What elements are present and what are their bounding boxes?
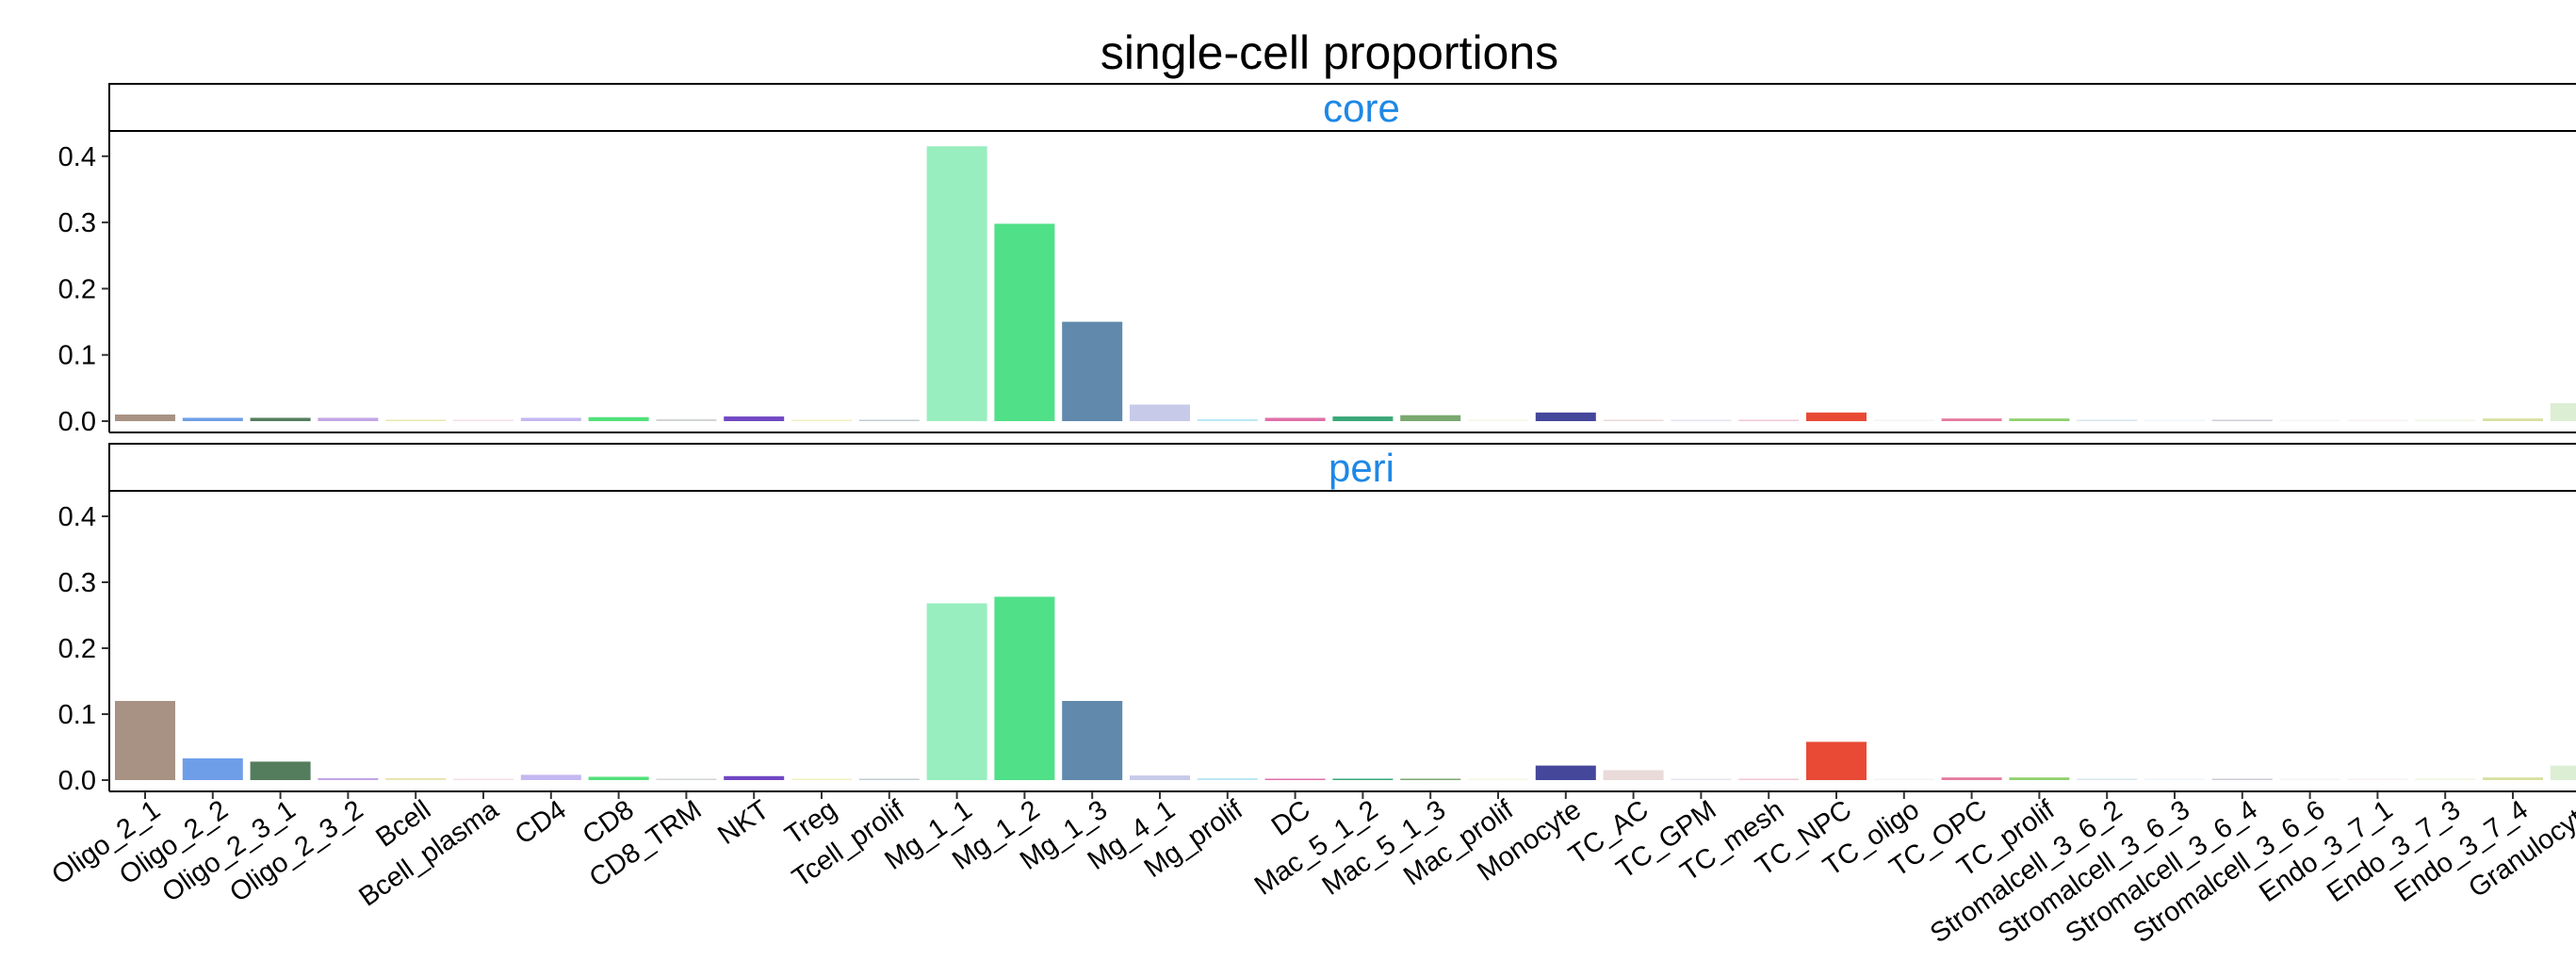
bar-peri-Treg — [791, 778, 852, 780]
bar-core-TC_mesh — [1738, 419, 1800, 421]
y-tick-label: 0.1 — [58, 700, 96, 730]
bar-core-Oligo_2_3_2 — [318, 417, 379, 421]
bar-peri-Oligo_2_1 — [115, 701, 175, 780]
bar-core-TC_NPC — [1806, 412, 1867, 421]
y-tick-label: 0.2 — [58, 274, 96, 304]
bar-peri-NKT — [724, 775, 785, 780]
bar-peri-Bcell_plasma — [453, 778, 514, 780]
bar-core-Mg_1_3 — [1062, 321, 1123, 421]
bar-core-NKT — [724, 416, 785, 421]
bar-peri-Mg_1_2 — [994, 596, 1055, 780]
bar-core-Oligo_2_2 — [182, 417, 243, 421]
y-tick-label: 0.2 — [58, 634, 96, 664]
bar-core-Mg_1_2 — [994, 223, 1055, 421]
bar-core-CD4 — [520, 417, 581, 421]
bar-peri-TC_NPC — [1806, 741, 1867, 780]
bar-core-Monocyte — [1535, 412, 1596, 421]
bar-core-Granulocyte — [2550, 403, 2576, 421]
bar-peri-Granulocyte — [2550, 765, 2576, 780]
bar-peri-TC_GPM — [1671, 778, 1732, 780]
bar-peri-Stromalcell_3_6_6 — [2279, 778, 2340, 780]
bar-core-Endo_3_7_3 — [2415, 419, 2476, 421]
bar-peri-TC_prolif — [2009, 777, 2070, 780]
bar-core-Stromalcell_3_6_6 — [2279, 419, 2340, 421]
bar-peri-TC_AC — [1603, 770, 1664, 780]
y-tick-label: 0.1 — [58, 341, 96, 371]
bar-peri-Stromalcell_3_6_3 — [2144, 778, 2205, 780]
bar-peri-Mac_5_1_2 — [1332, 778, 1394, 780]
bar-peri-Endo_3_7_3 — [2415, 778, 2476, 780]
bar-core-Mg_4_1 — [1130, 404, 1190, 421]
bar-peri-Mac_5_1_3 — [1400, 778, 1461, 780]
bar-peri-Endo_3_7_4 — [2483, 777, 2543, 780]
y-tick-label: 0.0 — [58, 766, 96, 796]
bar-core-Mg_prolif — [1197, 418, 1258, 421]
bar-peri-TC_oligo — [1873, 778, 1934, 780]
bar-core-Bcell — [385, 419, 447, 421]
bar-core-Endo_3_7_4 — [2483, 418, 2543, 421]
facet-panel-core: core 0.0 0.1 0.2 0.3 0.4 — [58, 83, 2576, 437]
chart-title: single-cell proportions — [1101, 26, 1558, 79]
bar-peri-CD8_TRM — [656, 778, 717, 780]
x-tick-label: CD4 — [510, 795, 572, 851]
y-tick-label: 0.4 — [58, 142, 96, 172]
bar-core-Stromalcell_3_6_3 — [2144, 419, 2205, 421]
bar-peri-Mg_4_1 — [1130, 775, 1190, 780]
bar-core-Mac_5_1_2 — [1332, 416, 1394, 421]
bar-peri-Oligo_2_3_1 — [250, 761, 311, 780]
bar-peri-Mac_prolif — [1468, 778, 1528, 780]
facet-strip — [108, 443, 2576, 492]
bar-core-TC_AC — [1603, 419, 1664, 421]
bar-peri-Tcell_prolif — [858, 778, 920, 780]
bar-core-Stromalcell_3_6_4 — [2211, 419, 2273, 421]
bar-peri-TC_mesh — [1738, 778, 1800, 780]
bar-peri-CD4 — [520, 774, 581, 780]
bar-peri-Bcell — [385, 777, 447, 780]
facet-strip-label: core — [1323, 86, 1400, 130]
y-tick-label: 0.3 — [58, 208, 96, 238]
bar-core-Treg — [791, 419, 852, 421]
bar-core-TC_oligo — [1873, 419, 1934, 421]
bar-core-Oligo_2_1 — [115, 414, 175, 421]
bar-peri-Stromalcell_3_6_2 — [2077, 778, 2138, 780]
bar-core-Stromalcell_3_6_2 — [2077, 419, 2138, 421]
bar-peri-DC — [1264, 778, 1326, 780]
bar-core-Mac_prolif — [1468, 419, 1528, 421]
bar-core-DC — [1264, 417, 1326, 421]
bar-core-CD8_TRM — [656, 418, 717, 421]
bar-peri-Stromalcell_3_6_4 — [2211, 778, 2273, 780]
y-tick-label: 0.4 — [58, 502, 96, 532]
bar-peri-Mg_prolif — [1197, 777, 1258, 780]
bar-peri-Mg_1_1 — [926, 603, 987, 780]
bar-peri-CD8 — [588, 776, 649, 780]
facet-strip-label: peri — [1329, 446, 1394, 490]
bar-core-CD8 — [588, 416, 649, 421]
bar-peri-TC_OPC — [1941, 777, 2002, 780]
facet-strip — [108, 83, 2576, 132]
bar-core-Mg_1_1 — [926, 146, 987, 421]
bar-core-TC_prolif — [2009, 418, 2070, 421]
bar-core-Endo_3_7_1 — [2347, 419, 2408, 421]
bar-peri-Oligo_2_2 — [182, 757, 243, 780]
x-tick-label: NKT — [712, 794, 774, 851]
bar-peri-Oligo_2_3_2 — [318, 777, 379, 780]
bar-peri-Mg_1_3 — [1062, 701, 1123, 780]
bar-core-Oligo_2_3_1 — [250, 417, 311, 421]
bar-core-Tcell_prolif — [858, 419, 920, 421]
bar-peri-Endo_3_7_1 — [2347, 778, 2408, 780]
facet-panel-peri: peri 0.0 0.1 0.2 0.3 0.4 — [58, 443, 2576, 796]
bar-core-Mac_5_1_3 — [1400, 415, 1461, 421]
bar-peri-Monocyte — [1535, 765, 1596, 780]
bar-core-Bcell_plasma — [453, 419, 514, 421]
y-tick-label: 0.3 — [58, 568, 96, 598]
bar-core-TC_OPC — [1941, 418, 2002, 421]
y-tick-label: 0.0 — [58, 407, 96, 437]
bar-core-TC_GPM — [1671, 419, 1732, 421]
